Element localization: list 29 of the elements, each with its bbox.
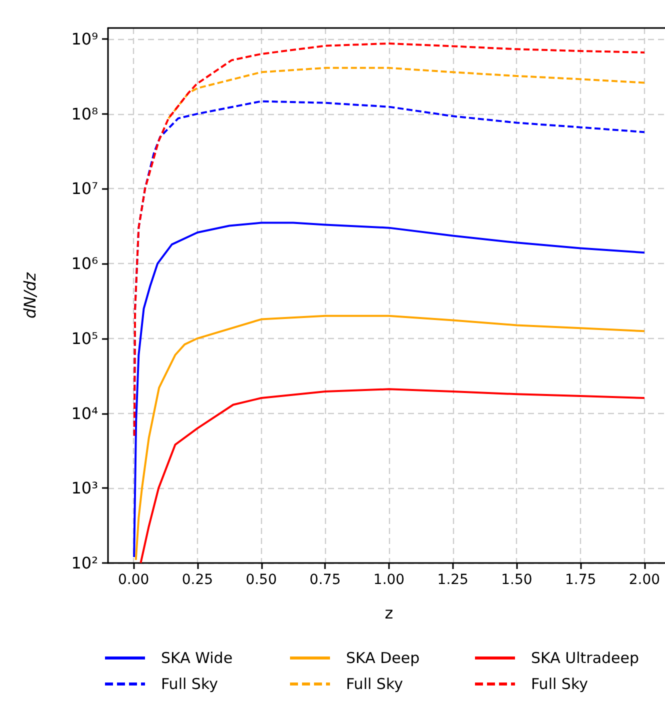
x-axis-title: z: [384, 604, 394, 622]
y-tick-label: 10⁵: [71, 328, 98, 348]
line-series: [133, 222, 646, 558]
legend-label: Full Sky: [346, 675, 404, 693]
legend-label: SKA Wide: [161, 649, 233, 667]
x-tick-label: 1.25: [437, 572, 468, 588]
y-tick-label: 10⁹: [71, 29, 98, 48]
y-tick-label: 10⁶: [71, 254, 98, 274]
x-tick-label: 0.25: [182, 572, 213, 588]
line-series: [168, 66, 646, 120]
x-tick-label: 0.00: [118, 572, 150, 588]
x-tick-label: 1.50: [501, 572, 532, 588]
x-tick-label: 2.00: [628, 572, 660, 588]
legend-label: Full Sky: [531, 675, 588, 693]
x-tick-label: 1.00: [373, 572, 405, 588]
legend-label: Full Sky: [161, 675, 218, 693]
y-tick-label: 10⁷: [71, 179, 98, 198]
x-tick-label: 0.75: [310, 572, 341, 588]
y-tick-label: 10³: [71, 478, 98, 498]
line-series: [140, 388, 646, 564]
legend-label: SKA Ultradeep: [531, 649, 640, 667]
y-axis-title: dN/dz: [20, 272, 40, 319]
x-tick-label: 1.75: [565, 572, 596, 588]
line-series: [134, 314, 646, 561]
y-tick-label: 10⁴: [71, 404, 98, 423]
y-tick-label: 10²: [71, 554, 98, 572]
y-tick-label: 10⁸: [71, 104, 98, 124]
x-tick-label: 0.50: [246, 572, 277, 588]
legend-label: SKA Deep: [346, 649, 420, 667]
